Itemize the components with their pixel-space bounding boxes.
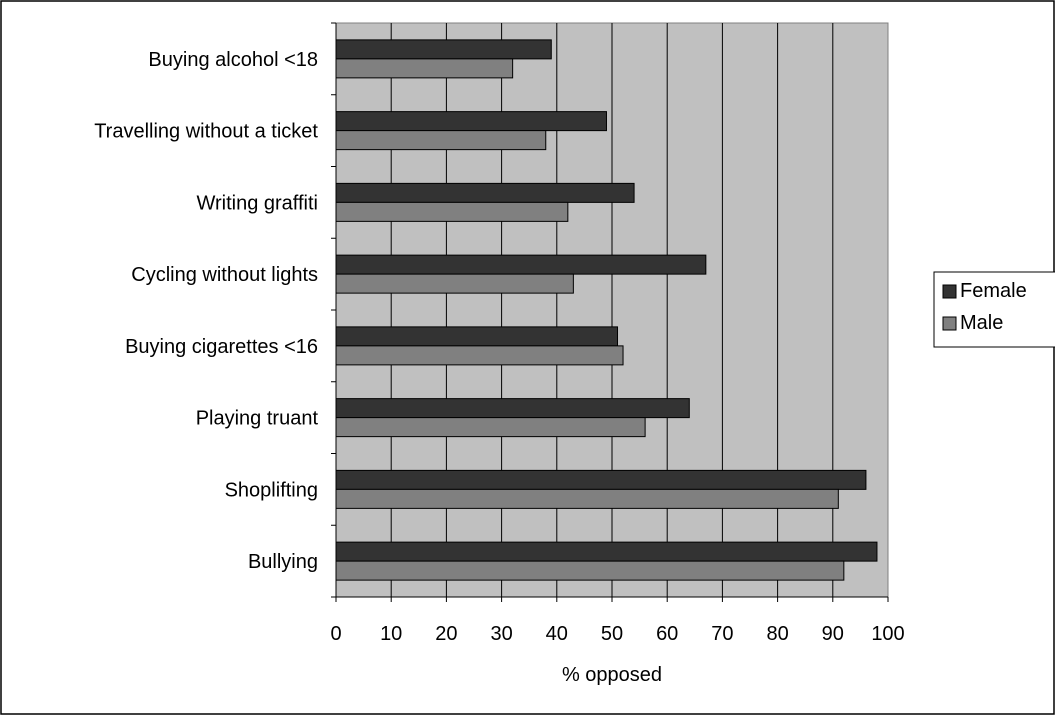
- x-tick-label-100: 100: [871, 623, 904, 645]
- x-tick-label-60: 60: [656, 623, 678, 645]
- axes: [331, 22, 889, 602]
- bar-male-0: [335, 58, 514, 79]
- bar-male-5: [335, 417, 646, 438]
- y-tick-label-7: Bullying: [248, 551, 318, 573]
- x-tick-label-90: 90: [822, 623, 844, 645]
- x-tick-label-20: 20: [435, 623, 457, 645]
- bar-female-5: [335, 398, 690, 419]
- legend: Female Male: [933, 271, 1055, 348]
- x-tick-label-50: 50: [601, 623, 623, 645]
- x-tick-label-80: 80: [766, 623, 788, 645]
- bar-female-3: [335, 254, 707, 275]
- legend-swatch-female: [942, 284, 957, 299]
- x-tick-label-40: 40: [546, 623, 568, 645]
- legend-label-male: Male: [960, 312, 1003, 334]
- bar-male-3: [335, 273, 574, 294]
- y-tick-label-2: Writing graffiti: [196, 192, 318, 214]
- y-tick-label-4: Buying cigarettes <16: [125, 336, 318, 358]
- bars: [335, 39, 878, 581]
- bar-male-2: [335, 201, 569, 222]
- bar-female-1: [335, 111, 607, 132]
- x-tick-label-0: 0: [330, 623, 341, 645]
- x-tick-label-70: 70: [711, 623, 733, 645]
- y-tick-label-5: Playing truant: [196, 408, 319, 430]
- bar-female-2: [335, 182, 635, 203]
- legend-label-female: Female: [960, 280, 1027, 302]
- labels: 0 10 20 30 40 50 60 70 80 90 100 Buying alcohol <18…: [94, 49, 905, 686]
- x-tick-label-30: 30: [490, 623, 512, 645]
- bar-male-7: [335, 560, 845, 581]
- bar-female-6: [335, 469, 867, 490]
- bar-male-6: [335, 488, 839, 509]
- y-tick-label-0: Buying alcohol <18: [148, 49, 318, 71]
- y-tick-label-3: Cycling without lights: [131, 264, 318, 286]
- bar-male-1: [335, 130, 547, 151]
- y-tick-label-1: Travelling without a ticket: [94, 121, 318, 143]
- x-tick-label-10: 10: [380, 623, 402, 645]
- bar-female-7: [335, 541, 878, 562]
- x-axis-title: % opposed: [562, 664, 662, 686]
- y-tick-label-6: Shoplifting: [225, 479, 318, 501]
- bar-male-4: [335, 345, 624, 366]
- legend-swatch-male: [942, 316, 957, 331]
- bar-female-4: [335, 326, 619, 347]
- bar-female-0: [335, 39, 552, 60]
